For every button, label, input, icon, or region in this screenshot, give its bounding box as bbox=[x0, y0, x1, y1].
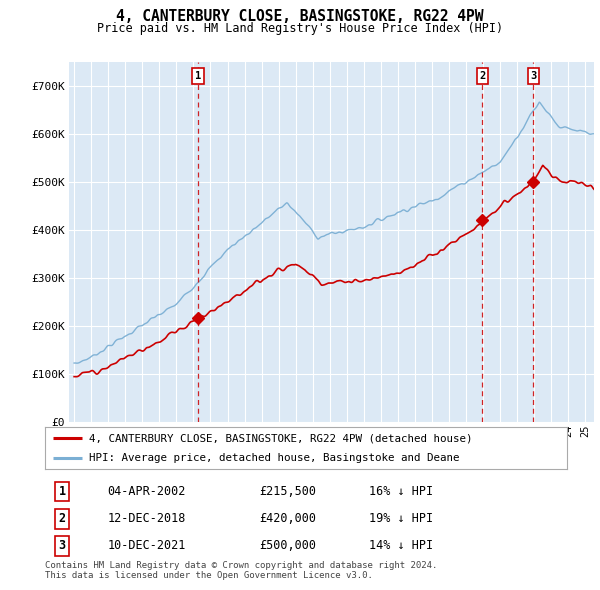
Text: 4, CANTERBURY CLOSE, BASINGSTOKE, RG22 4PW (detached house): 4, CANTERBURY CLOSE, BASINGSTOKE, RG22 4… bbox=[89, 433, 473, 443]
Text: 1: 1 bbox=[59, 485, 66, 498]
Text: 16% ↓ HPI: 16% ↓ HPI bbox=[368, 485, 433, 498]
Text: 10-DEC-2021: 10-DEC-2021 bbox=[107, 539, 186, 552]
Text: 12-DEC-2018: 12-DEC-2018 bbox=[107, 512, 186, 525]
Text: HPI: Average price, detached house, Basingstoke and Deane: HPI: Average price, detached house, Basi… bbox=[89, 453, 460, 463]
Text: Price paid vs. HM Land Registry's House Price Index (HPI): Price paid vs. HM Land Registry's House … bbox=[97, 22, 503, 35]
Text: 3: 3 bbox=[530, 71, 536, 81]
Text: 1: 1 bbox=[195, 71, 201, 81]
Text: £420,000: £420,000 bbox=[259, 512, 316, 525]
Text: 3: 3 bbox=[59, 539, 66, 552]
Text: £500,000: £500,000 bbox=[259, 539, 316, 552]
Text: 04-APR-2002: 04-APR-2002 bbox=[107, 485, 186, 498]
Text: 2: 2 bbox=[59, 512, 66, 525]
Text: £215,500: £215,500 bbox=[259, 485, 316, 498]
Text: 19% ↓ HPI: 19% ↓ HPI bbox=[368, 512, 433, 525]
Text: 4, CANTERBURY CLOSE, BASINGSTOKE, RG22 4PW: 4, CANTERBURY CLOSE, BASINGSTOKE, RG22 4… bbox=[116, 9, 484, 24]
Text: 14% ↓ HPI: 14% ↓ HPI bbox=[368, 539, 433, 552]
Text: 2: 2 bbox=[479, 71, 485, 81]
Text: Contains HM Land Registry data © Crown copyright and database right 2024.
This d: Contains HM Land Registry data © Crown c… bbox=[45, 560, 437, 580]
